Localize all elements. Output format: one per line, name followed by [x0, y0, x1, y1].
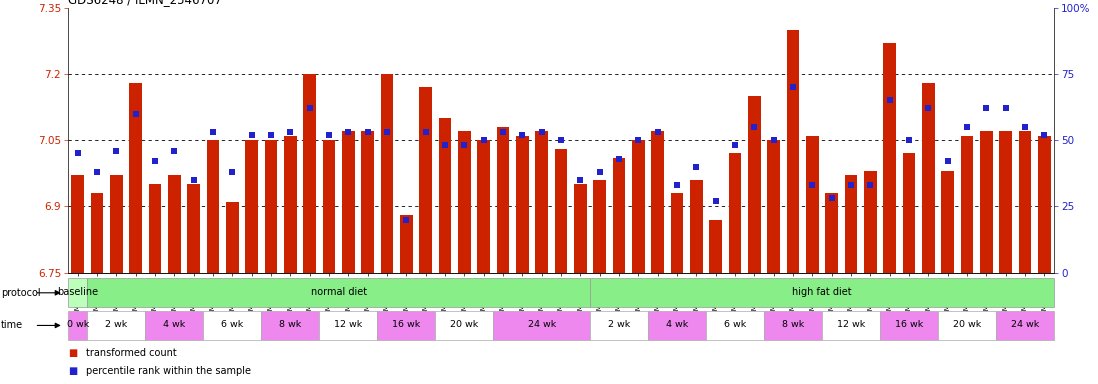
Bar	[748, 96, 761, 273]
Bar	[822, 311, 881, 340]
Bar	[168, 175, 181, 273]
Bar	[941, 171, 954, 273]
Bar	[145, 311, 203, 340]
Bar	[226, 202, 238, 273]
Bar	[922, 83, 934, 273]
Bar	[378, 311, 436, 340]
Bar	[961, 136, 973, 273]
Bar	[265, 140, 278, 273]
Text: GDS6248 / ILMN_2546707: GDS6248 / ILMN_2546707	[68, 0, 222, 7]
Bar	[938, 311, 996, 340]
Text: 4 wk: 4 wk	[666, 320, 688, 329]
Bar	[320, 311, 378, 340]
Text: 0 wk: 0 wk	[67, 320, 89, 329]
Bar	[149, 184, 161, 273]
Bar	[110, 175, 123, 273]
Bar	[400, 215, 413, 273]
Text: ■: ■	[68, 348, 77, 358]
Bar	[203, 311, 261, 340]
Bar	[648, 311, 706, 340]
Bar	[884, 43, 896, 273]
Bar	[593, 180, 606, 273]
Bar	[806, 136, 819, 273]
Bar	[284, 136, 296, 273]
Bar	[706, 311, 764, 340]
Text: 16 wk: 16 wk	[392, 320, 421, 329]
Bar	[88, 311, 145, 340]
Bar	[71, 175, 85, 273]
Bar	[554, 149, 568, 273]
Text: protocol: protocol	[1, 288, 41, 298]
Bar	[381, 74, 393, 273]
Bar	[651, 131, 664, 273]
Bar	[496, 127, 509, 273]
Bar	[981, 131, 993, 273]
Text: 8 wk: 8 wk	[782, 320, 804, 329]
Bar	[787, 30, 799, 273]
Bar	[478, 140, 490, 273]
Bar	[613, 158, 626, 273]
Bar	[826, 193, 838, 273]
Bar	[246, 140, 258, 273]
Bar	[361, 131, 374, 273]
Text: ■: ■	[68, 366, 77, 376]
Bar	[68, 278, 88, 308]
Text: transformed count: transformed count	[86, 348, 177, 358]
Text: high fat diet: high fat diet	[793, 287, 852, 297]
Bar	[493, 311, 590, 340]
Text: 2 wk: 2 wk	[105, 320, 127, 329]
Bar	[439, 118, 451, 273]
Bar	[903, 154, 916, 273]
Bar	[729, 154, 741, 273]
Bar	[574, 184, 586, 273]
Bar	[691, 180, 703, 273]
Bar	[419, 87, 432, 273]
Text: normal diet: normal diet	[311, 287, 367, 297]
Bar	[343, 131, 355, 273]
Text: 12 wk: 12 wk	[837, 320, 865, 329]
Bar	[709, 220, 722, 273]
Bar	[864, 171, 876, 273]
Bar	[768, 140, 780, 273]
Bar	[844, 175, 858, 273]
Text: 12 wk: 12 wk	[334, 320, 362, 329]
Bar	[536, 131, 548, 273]
Text: percentile rank within the sample: percentile rank within the sample	[86, 366, 250, 376]
Bar	[91, 193, 103, 273]
Bar	[458, 131, 471, 273]
Bar	[436, 311, 493, 340]
Text: 6 wk: 6 wk	[724, 320, 747, 329]
Text: 20 wk: 20 wk	[450, 320, 479, 329]
Bar	[68, 311, 88, 340]
Text: 20 wk: 20 wk	[953, 320, 982, 329]
Text: 16 wk: 16 wk	[895, 320, 923, 329]
Text: 6 wk: 6 wk	[222, 320, 244, 329]
Bar	[88, 278, 590, 308]
Text: baseline: baseline	[57, 287, 99, 297]
Bar	[261, 311, 320, 340]
Text: 2 wk: 2 wk	[608, 320, 630, 329]
Bar	[590, 278, 1054, 308]
Bar	[999, 131, 1012, 273]
Bar	[206, 140, 220, 273]
Bar	[764, 311, 822, 340]
Text: 4 wk: 4 wk	[164, 320, 186, 329]
Bar	[1038, 136, 1051, 273]
Text: 8 wk: 8 wk	[279, 320, 302, 329]
Text: 24 wk: 24 wk	[528, 320, 556, 329]
Bar	[303, 74, 316, 273]
Bar	[590, 311, 648, 340]
Text: 24 wk: 24 wk	[1011, 320, 1039, 329]
Text: time: time	[1, 320, 23, 331]
Bar	[323, 140, 335, 273]
Bar	[996, 311, 1054, 340]
Bar	[130, 83, 142, 273]
Bar	[188, 184, 200, 273]
Bar	[671, 193, 683, 273]
Bar	[1019, 131, 1031, 273]
Bar	[881, 311, 938, 340]
Bar	[516, 136, 529, 273]
Bar	[632, 140, 645, 273]
